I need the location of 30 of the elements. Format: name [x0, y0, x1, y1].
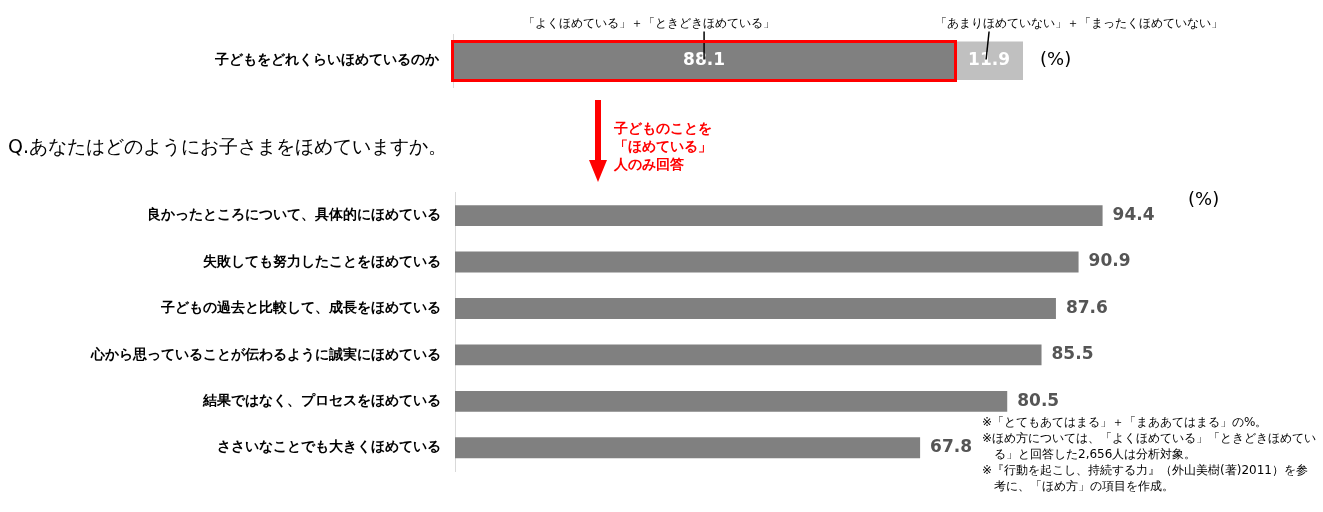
series-label: 「よくほめている」＋「ときどきほめている」: [523, 15, 776, 30]
text: Q.あなたはどのようにお子さまをほめていますか。: [8, 134, 447, 159]
bar: [455, 298, 1056, 319]
data-label: 67.8: [930, 436, 973, 457]
data-label: 88.1: [683, 49, 726, 70]
annotation: ※「とてもあてはまる」＋「まああてはまる」の%。: [982, 414, 1269, 430]
data-label: 94.4: [1112, 204, 1155, 225]
y-tick-label: 子どもの過去と比較して、成長をほめている: [160, 299, 441, 316]
bar: [455, 390, 1008, 412]
y-tick-label: 結果ではなく、プロセスをほめている: [202, 391, 441, 408]
data-label: 85.5: [1051, 343, 1094, 364]
data-label: 87.6: [1065, 296, 1108, 317]
annotation: ※ほめ方については、「よくほめている」「ときどきほめている」と回答した2,656人は分析対象。: [982, 430, 1318, 462]
y-tick-label: 良かったところについて、具体的にほめている: [147, 206, 441, 223]
data-label: 80.5: [1017, 389, 1060, 410]
bar: [455, 437, 921, 459]
bar: [455, 205, 1103, 227]
data-label: 11.9: [968, 49, 1011, 70]
y-tick-label: ささいなことでも大きくほめている: [217, 438, 441, 455]
y-tick-label: 失敗しても努力したことをほめている: [203, 252, 441, 269]
annotation: ※『行動を起こし、持続する力』（外山美樹(著)2011）を参考に、「ほめ方」の項目を作成。: [982, 462, 1309, 494]
bar: [455, 251, 1079, 273]
data-label: 90.9: [1088, 250, 1131, 271]
text: 子どものことを「ほめている」人のみ回答: [614, 120, 713, 174]
y-tick-label: 子どもをどれくらいほめているのか: [214, 51, 440, 68]
text: (%): [1188, 188, 1220, 209]
bar: [455, 344, 1042, 366]
y-tick-label: 心から思っていることが伝わるように誠実にほめている: [90, 345, 441, 363]
text: (%): [1040, 48, 1072, 69]
series-label: 「あまりほめていない」＋「まったくほめていない」: [935, 15, 1224, 30]
